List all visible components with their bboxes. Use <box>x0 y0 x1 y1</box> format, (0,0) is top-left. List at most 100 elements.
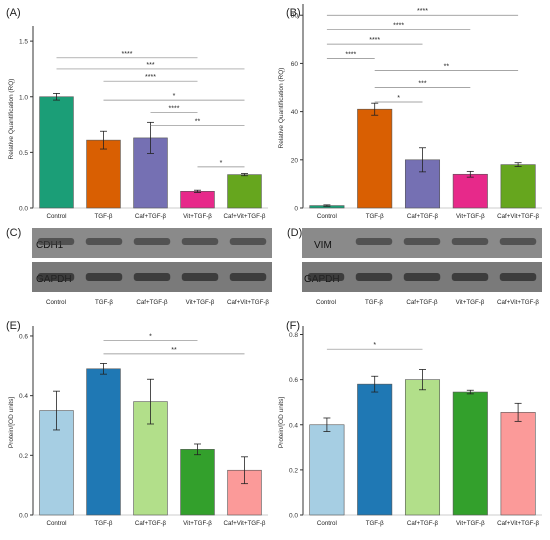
blot-band-bottom <box>499 273 537 281</box>
blot-band-bottom <box>355 273 393 281</box>
y-tick-label: 20 <box>291 157 299 164</box>
bar-3 <box>180 449 215 516</box>
y-tick-label: 1.0 <box>19 94 28 101</box>
y-tick-label: 0.4 <box>19 393 28 400</box>
significance-label: * <box>173 93 176 100</box>
blot-category-label: TGF-β <box>365 299 383 306</box>
y-axis-label: Protein/[OD units] <box>8 397 15 448</box>
significance-label: **** <box>417 8 428 15</box>
y-axis-label: Relative Quantification (RQ) <box>278 68 285 149</box>
blot-c-category-labels: Control TGF-β Caf+TGF-β Vit+TGF-β Caf+Vit+TG… <box>46 299 269 306</box>
blot-category-label: Vit+TGF-β <box>456 299 485 306</box>
panel-e-chart: (E) 0.0 0.2 0.4 0.6 Protein/[OD units] Control… <box>6 320 268 527</box>
panel-b-chart: (B) 0 20 40 60 80 Relative Quantification (RQ)… <box>278 4 542 220</box>
x-tick-label: Control <box>47 213 67 220</box>
y-tick-label: 0.6 <box>289 377 298 384</box>
x-tick-label: TGF-β <box>95 213 113 220</box>
blot-band-top <box>133 238 171 245</box>
x-tick-label: TGF-β <box>366 520 384 527</box>
blot-band-top <box>37 238 75 245</box>
panel-label: (B) <box>286 7 301 19</box>
bar-0 <box>39 96 74 209</box>
y-tick-label: 80 <box>291 13 299 20</box>
x-tick-label: Control <box>47 520 67 527</box>
bar-3 <box>452 173 488 209</box>
bar-3 <box>180 191 215 209</box>
significance-label: * <box>149 333 152 340</box>
x-tick-label: Caf+TGF-β <box>135 213 167 220</box>
blot-d-label: (D) <box>287 227 302 239</box>
x-tick-label: Vit+TGF-β <box>183 520 212 527</box>
y-tick-label: 0 <box>294 206 298 213</box>
blot-d-bands <box>307 238 537 281</box>
bar-0 <box>309 424 345 516</box>
significance-label: * <box>397 95 400 102</box>
blot-category-label: TGF-β <box>95 299 113 306</box>
blot-band-top <box>355 238 393 245</box>
x-tick-label: Control <box>317 213 337 220</box>
significance-label: ** <box>444 64 450 71</box>
significance-label: **** <box>122 51 133 58</box>
x-tick-label: Caf+Vit+TGF-β <box>497 213 539 220</box>
bar-1 <box>86 139 121 209</box>
x-tick-label: Caf+Vit+TGF-β <box>497 520 539 527</box>
significance-label: ** <box>195 119 201 126</box>
blot-category-label: Caf+Vit+TGF-β <box>497 299 539 306</box>
significance-label: **** <box>345 52 356 59</box>
bar-1 <box>357 383 393 516</box>
bar-1 <box>357 108 393 209</box>
panel-a-chart: (A) 0.0 0.5 1.0 1.5 Relative Quantification (… <box>6 7 268 220</box>
y-tick-label: 0.2 <box>19 453 28 460</box>
blot-band-bottom <box>133 273 171 281</box>
panel-label: (E) <box>6 320 21 332</box>
x-tick-label: Caf+TGF-β <box>407 520 439 527</box>
significance-label: **** <box>145 74 156 81</box>
bar-4 <box>227 174 262 209</box>
y-tick-label: 0.5 <box>19 150 28 157</box>
y-tick-label: 60 <box>291 61 299 68</box>
bar-3 <box>452 391 488 516</box>
panel-label: (F) <box>286 320 300 332</box>
blot-c-label: (C) <box>6 227 21 239</box>
blot-category-label: Caf+TGF-β <box>136 299 168 306</box>
blot-band-top <box>499 238 537 245</box>
y-tick-label: 0.0 <box>289 513 298 520</box>
blot-band-bottom <box>85 273 123 281</box>
x-tick-label: Caf+TGF-β <box>135 520 167 527</box>
y-tick-label: 0.8 <box>289 332 298 339</box>
x-tick-label: Caf+Vit+TGF-β <box>224 213 266 220</box>
significance-label: ** <box>171 347 177 354</box>
x-tick-label: TGF-β <box>95 520 113 527</box>
blot-c: (C) CDH1 GAPDH ControlTGF-βCaf+TGF-βVit+… <box>6 227 272 306</box>
blot-category-label: Caf+Vit+TGF-β <box>227 299 269 306</box>
bar-4 <box>500 164 536 209</box>
x-tick-label: Control <box>317 520 337 527</box>
bar-4 <box>500 412 536 516</box>
bar-2 <box>404 379 441 516</box>
blot-band-bottom <box>37 273 75 281</box>
significance-label: * <box>220 160 223 167</box>
y-tick-label: 40 <box>291 109 299 116</box>
bar-1 <box>86 368 121 516</box>
x-tick-label: TGF-β <box>366 213 384 220</box>
significance-label: **** <box>169 105 180 112</box>
blot-d-category-labels: Control TGF-β Caf+TGF-β Vit+TGF-β Caf+Vit+TG… <box>316 299 539 306</box>
significance-label: **** <box>393 23 404 30</box>
blot-band-bottom <box>229 273 267 281</box>
significance-label: *** <box>146 62 154 69</box>
significance-label: *** <box>418 81 426 88</box>
y-tick-label: 0.6 <box>19 333 28 340</box>
blot-c-bands <box>37 238 267 281</box>
x-tick-label: Vit+TGF-β <box>456 213 485 220</box>
significance-label: **** <box>369 37 380 44</box>
panel-f-chart: (F) 0.0 0.2 0.4 0.6 0.8 Protein/[OD units] Cont… <box>278 320 542 527</box>
y-tick-label: 0.0 <box>19 513 28 520</box>
panel-label: (A) <box>6 7 21 19</box>
blot-d: (D) VIM GAPDH ControlTGF-βCaf+TGF-βVit+T… <box>287 227 542 306</box>
significance-label: * <box>373 342 376 349</box>
x-tick-label: Vit+TGF-β <box>456 520 485 527</box>
blot-band-bottom <box>451 273 489 281</box>
x-tick-label: Caf+Vit+TGF-β <box>224 520 266 527</box>
